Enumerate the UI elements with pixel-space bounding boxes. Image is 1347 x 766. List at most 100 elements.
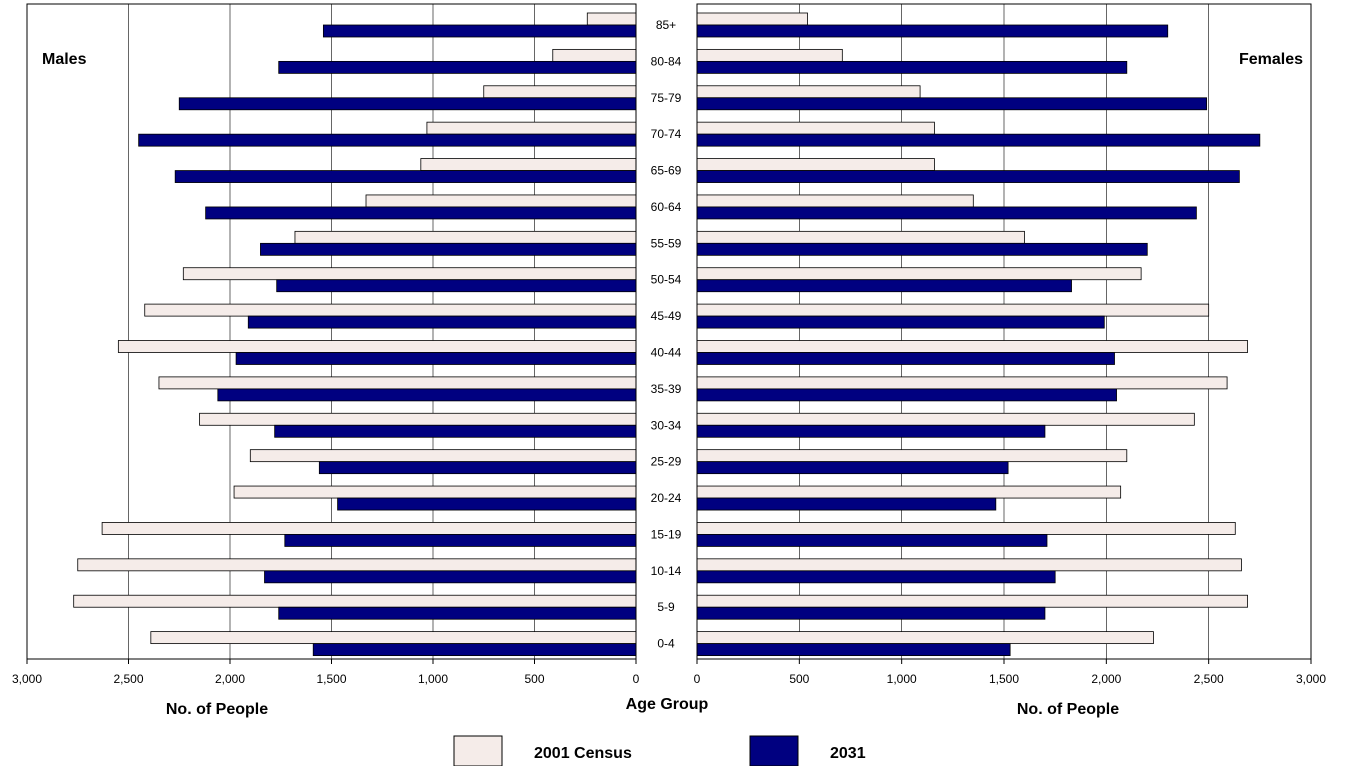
left-bar-census-2001-20-24	[233, 485, 637, 499]
left-bar-projection-2031-0-4	[312, 643, 637, 657]
right-bar-projection-2031-5-9	[696, 606, 1046, 620]
left-bar-projection-2031-35-39	[217, 388, 637, 402]
age-group-label-0-4: 0-4	[657, 637, 675, 651]
age-group-label-85+: 85+	[656, 18, 676, 32]
left-bar-census-2001-30-34	[199, 412, 637, 426]
left-bar-projection-2031-20-24	[337, 497, 637, 511]
right-tick-label: 3,000	[1296, 672, 1326, 686]
right-bar-census-2001-60-64	[696, 194, 974, 208]
right-tick-label: 2,000	[1091, 672, 1121, 686]
right-bar-census-2001-85+	[696, 12, 808, 26]
right-bar-projection-2031-80-84	[696, 60, 1128, 74]
right-bar-census-2001-35-39	[696, 376, 1228, 390]
right-bar-projection-2031-75-79	[696, 97, 1208, 111]
age-group-label-50-54: 50-54	[651, 273, 682, 287]
right-bar-census-2001-20-24	[696, 485, 1122, 499]
left-bar-census-2001-60-64	[365, 194, 637, 208]
left-bar-projection-2031-55-59	[260, 242, 637, 256]
left-tick-label: 1,000	[418, 672, 448, 686]
right-bar-projection-2031-15-19	[696, 534, 1048, 547]
right-bar-projection-2031-30-34	[696, 424, 1046, 438]
left-bar-census-2001-50-54	[182, 267, 637, 281]
left-bar-projection-2031-10-14	[264, 570, 637, 584]
left-bar-census-2001-80-84	[552, 48, 637, 62]
right-bar-projection-2031-10-14	[696, 570, 1056, 584]
left-bar-projection-2031-60-64	[205, 206, 637, 220]
left-bar-census-2001-40-44	[117, 340, 637, 353]
left-tick-label: 1,500	[316, 672, 346, 686]
right-bar-projection-2031-25-29	[696, 461, 1009, 475]
right-bar-projection-2031-60-64	[696, 206, 1197, 220]
right-bar-census-2001-10-14	[696, 558, 1242, 572]
left-bar-projection-2031-65-69	[174, 170, 637, 183]
right-bar-census-2001-5-9	[696, 594, 1248, 608]
age-group-label-25-29: 25-29	[651, 455, 682, 469]
right-bar-projection-2031-0-4	[696, 643, 1011, 657]
right-bar-census-2001-45-49	[696, 303, 1210, 317]
age-group-label-20-24: 20-24	[651, 491, 682, 505]
age-group-label-15-19: 15-19	[651, 527, 682, 541]
age-group-label-40-44: 40-44	[651, 346, 682, 360]
age-group-label-75-79: 75-79	[651, 91, 682, 105]
right-bar-projection-2031-35-39	[696, 388, 1117, 402]
left-bar-census-2001-0-4	[150, 631, 637, 645]
right-bar-census-2001-75-79	[696, 85, 921, 99]
right-bar-projection-2031-85+	[696, 24, 1169, 38]
left-bar-census-2001-55-59	[294, 230, 637, 244]
left-bar-census-2001-10-14	[77, 558, 637, 572]
left-bar-projection-2031-80-84	[278, 60, 637, 74]
right-bar-census-2001-25-29	[696, 449, 1128, 463]
left-bar-census-2001-35-39	[158, 376, 637, 390]
left-bar-projection-2031-70-74	[138, 133, 637, 147]
age-group-label-35-39: 35-39	[651, 382, 682, 396]
left-bar-projection-2031-25-29	[318, 461, 637, 475]
age-group-label-30-34: 30-34	[651, 418, 682, 432]
right-bar-census-2001-50-54	[696, 267, 1142, 281]
age-group-label-45-49: 45-49	[651, 309, 682, 323]
right-tick-label: 0	[694, 672, 701, 686]
right-bar-projection-2031-65-69	[696, 170, 1240, 183]
left-bar-projection-2031-75-79	[178, 97, 637, 111]
left-x-axis-label: No. of People	[166, 701, 268, 718]
right-bar-projection-2031-40-44	[696, 352, 1115, 365]
right-bar-census-2001-40-44	[696, 340, 1248, 353]
right-bar-census-2001-70-74	[696, 121, 935, 135]
age-group-label-5-9: 5-9	[657, 600, 675, 614]
left-tick-label: 3,000	[12, 672, 42, 686]
left-bar-census-2001-85+	[586, 12, 637, 26]
right-bar-projection-2031-50-54	[696, 279, 1072, 293]
right-bar-projection-2031-45-49	[696, 315, 1105, 329]
left-bar-projection-2031-30-34	[274, 424, 637, 438]
legend-swatch-census-2001	[453, 735, 503, 766]
legend: 2001 Census 2031	[453, 735, 866, 766]
left-tick-label: 2,000	[215, 672, 245, 686]
age-group-label-65-69: 65-69	[651, 164, 682, 178]
age-group-label-80-84: 80-84	[651, 54, 682, 68]
left-bar-census-2001-75-79	[483, 85, 637, 99]
age-group-label-10-14: 10-14	[651, 564, 682, 578]
labels: 0 500 1,000 1,500 2,000 2,500 3,000 Males No. of…	[12, 18, 1326, 718]
left-bar-projection-2031-50-54	[276, 279, 637, 293]
left-bar-census-2001-45-49	[144, 303, 637, 317]
left-tick-label: 0	[633, 672, 640, 686]
left-bar-census-2001-15-19	[101, 522, 637, 535]
left-tick-label: 500	[524, 672, 544, 686]
right-tick-label: 1,500	[989, 672, 1019, 686]
right-x-axis-label: No. of People	[1017, 701, 1119, 718]
right-tick-label: 500	[789, 672, 809, 686]
left-bar-projection-2031-5-9	[278, 606, 637, 620]
right-bar-census-2001-55-59	[696, 230, 1025, 244]
legend-label-projection-2031: 2031	[830, 745, 866, 762]
age-group-label-70-74: 70-74	[651, 127, 682, 141]
left-panel-title: Males	[42, 51, 87, 68]
right-panel-title: Females	[1239, 51, 1303, 68]
legend-swatch-projection-2031	[749, 735, 799, 766]
right-bar-census-2001-65-69	[696, 158, 935, 171]
left-bar-projection-2031-15-19	[284, 534, 637, 547]
right-bar-census-2001-30-34	[696, 412, 1195, 426]
left-bar-census-2001-25-29	[249, 449, 637, 463]
bars	[73, 12, 1261, 657]
right-tick-label: 1,000	[887, 672, 917, 686]
gridlines	[128, 4, 1209, 659]
